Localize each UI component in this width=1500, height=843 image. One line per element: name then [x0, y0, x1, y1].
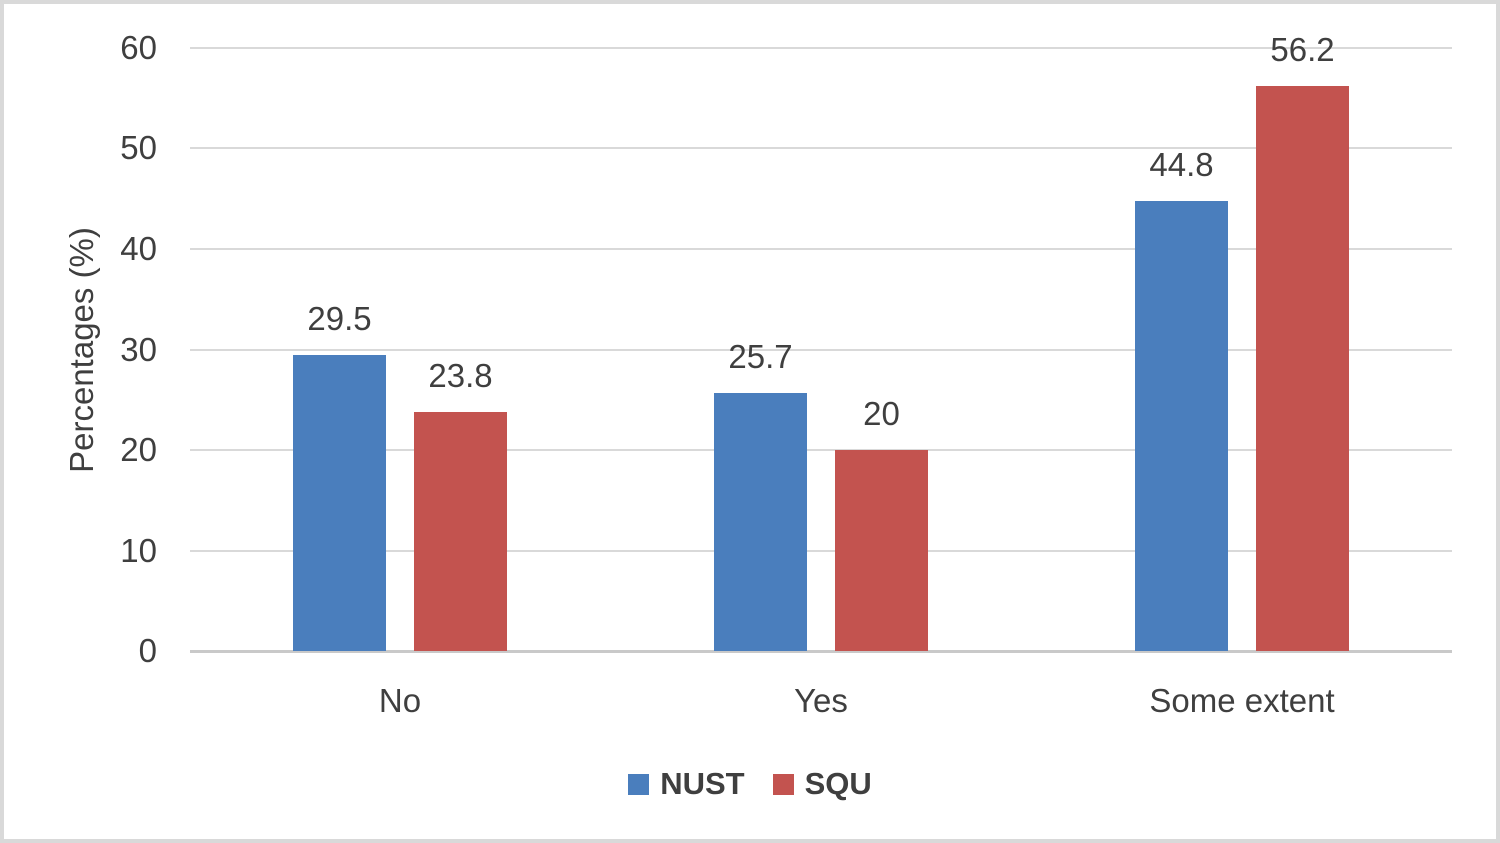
- y-tick-label: 20: [120, 431, 157, 468]
- bar-value-label: 23.8: [428, 357, 493, 394]
- legend-swatch: [628, 773, 650, 795]
- gridline: [190, 47, 1452, 49]
- y-tick-label: 10: [120, 532, 157, 569]
- legend: NUST SQU: [4, 759, 1496, 809]
- gridline: [190, 349, 1452, 351]
- bar-value-label: 29.5: [307, 300, 372, 337]
- legend-label: SQU: [804, 766, 872, 801]
- y-tick-label: 40: [120, 230, 157, 267]
- y-tick-label: 0: [138, 632, 157, 669]
- bar-squ: [414, 412, 507, 651]
- bar-nust: [293, 355, 386, 651]
- bar-value-label: 20: [863, 395, 900, 432]
- bar-value-label: 44.8: [1149, 146, 1214, 183]
- legend-item-nust: NUST: [628, 766, 745, 802]
- x-axis-line: [190, 650, 1452, 653]
- bar-nust: [1135, 201, 1228, 651]
- legend-swatch: [772, 773, 794, 795]
- x-category-label: No: [378, 682, 422, 719]
- legend-label: NUST: [660, 766, 745, 801]
- bar-value-label: 25.7: [728, 338, 793, 375]
- bar-squ: [835, 450, 928, 651]
- gridline: [190, 248, 1452, 250]
- gridline: [190, 550, 1452, 552]
- bar-squ: [1256, 86, 1349, 651]
- gridline: [190, 449, 1452, 451]
- x-category-label: Some extent: [1149, 682, 1335, 719]
- bar-nust: [714, 393, 807, 651]
- legend-item-squ: SQU: [772, 766, 872, 802]
- x-category-label: Yes: [794, 682, 848, 719]
- y-tick-label: 50: [120, 129, 157, 166]
- y-tick-label: 30: [120, 331, 157, 368]
- y-tick-label: 60: [120, 29, 157, 66]
- gridline: [190, 147, 1452, 149]
- bar-value-label: 56.2: [1270, 31, 1335, 68]
